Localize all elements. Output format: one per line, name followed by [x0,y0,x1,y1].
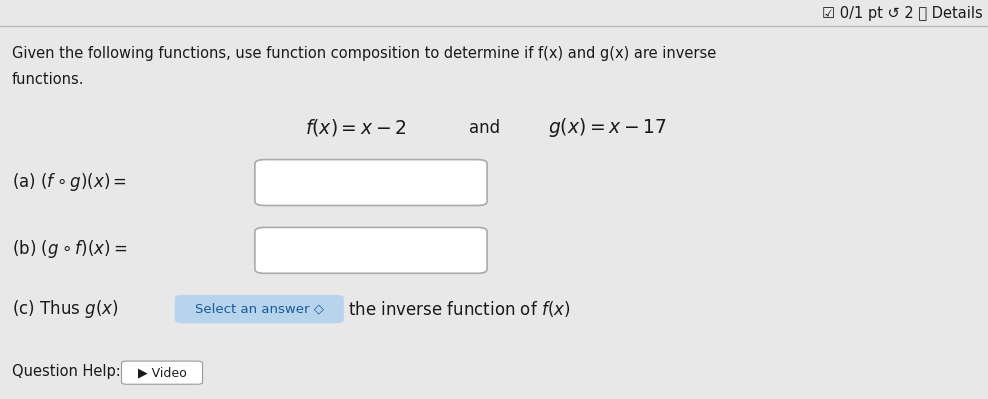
Text: functions.: functions. [12,72,84,87]
FancyBboxPatch shape [255,160,487,205]
Text: (b) $(g \circ f)(x) =$: (b) $(g \circ f)(x) =$ [12,238,127,261]
FancyBboxPatch shape [175,295,344,323]
FancyBboxPatch shape [255,227,487,273]
Text: $g(x) = x - 17$: $g(x) = x - 17$ [548,116,667,139]
Text: $f(x) = x - 2$: $f(x) = x - 2$ [305,117,406,138]
Text: (a) $(f \circ g)(x) =$: (a) $(f \circ g)(x) =$ [12,170,126,193]
FancyBboxPatch shape [122,361,203,384]
Text: Given the following functions, use function composition to determine if f(x) and: Given the following functions, use funct… [12,46,716,61]
Text: (c) Thus $g(x)$: (c) Thus $g(x)$ [12,298,119,320]
Text: Select an answer ◇: Select an answer ◇ [195,302,324,316]
Text: and: and [468,119,500,137]
Text: the inverse function of $f(x)$: the inverse function of $f(x)$ [348,299,570,319]
Text: Question Help:: Question Help: [12,364,121,379]
Text: ▶ Video: ▶ Video [137,366,187,379]
Text: ☑ 0/1 pt ↺ 2 ⓘ Details: ☑ 0/1 pt ↺ 2 ⓘ Details [822,6,983,22]
